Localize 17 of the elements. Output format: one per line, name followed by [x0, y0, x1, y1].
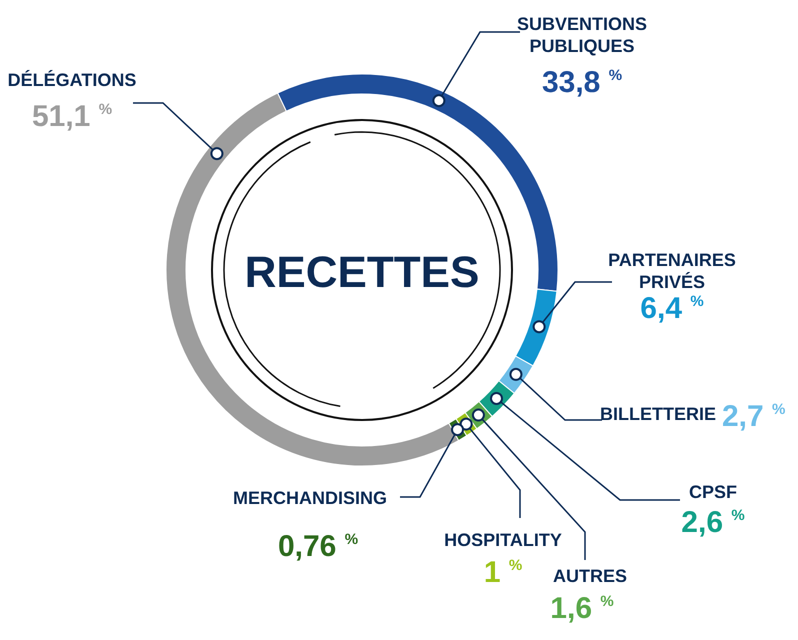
data-label: 2,6 $^{%}$: [681, 506, 745, 539]
slice-label: HOSPITALITY: [444, 530, 562, 550]
data-label: 33,8 $^{%}$: [542, 66, 622, 99]
slice-label: PARTENAIRES PRIVÉS: [608, 250, 736, 292]
slice-label: AUTRES: [552, 566, 628, 586]
text: RECETTES: [244, 248, 480, 297]
slice-label: BILLETTERIE: [600, 404, 716, 424]
slice-label: MERCHANDISING: [232, 488, 388, 508]
data-label: 6,4 $^{%}$: [640, 292, 704, 325]
slice-label: SUBVENTIONS PUBLIQUES: [516, 14, 648, 56]
slice-label: DÉLÉGATIONS: [8, 70, 136, 90]
slice-label: CPSF: [688, 482, 738, 502]
data-label: 1,6 $^{%}$: [550, 592, 614, 625]
data-label: 0,76 $^{%}$: [278, 530, 358, 563]
data-label: 51,1 $^{%}$: [32, 100, 112, 133]
data-label: 2,7 $^{%}$: [722, 400, 786, 433]
data-label: 1 $^{%}$: [484, 556, 522, 589]
